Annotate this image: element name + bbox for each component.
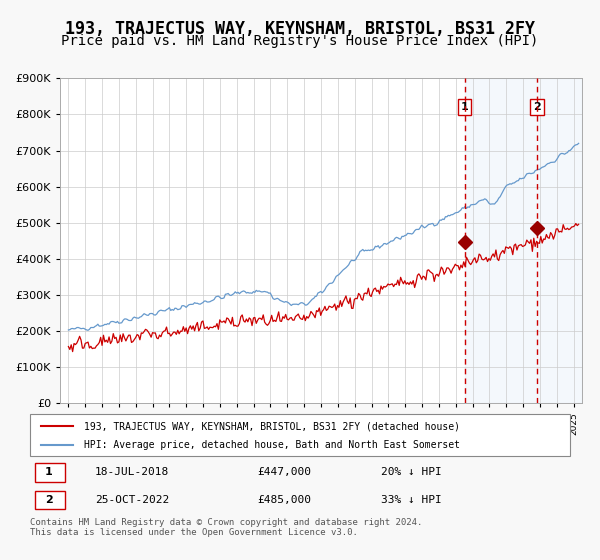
Text: 20% ↓ HPI: 20% ↓ HPI (381, 467, 442, 477)
Text: HPI: Average price, detached house, Bath and North East Somerset: HPI: Average price, detached house, Bath… (84, 440, 460, 450)
FancyBboxPatch shape (35, 491, 65, 509)
Text: 193, TRAJECTUS WAY, KEYNSHAM, BRISTOL, BS31 2FY: 193, TRAJECTUS WAY, KEYNSHAM, BRISTOL, B… (65, 20, 535, 38)
FancyBboxPatch shape (30, 414, 570, 456)
Text: 33% ↓ HPI: 33% ↓ HPI (381, 494, 442, 505)
Text: 2: 2 (45, 494, 53, 505)
Text: £447,000: £447,000 (257, 467, 311, 477)
Bar (465, 78, 582, 403)
Text: 25-OCT-2022: 25-OCT-2022 (95, 494, 169, 505)
Text: Contains HM Land Registry data © Crown copyright and database right 2024.
This d: Contains HM Land Registry data © Crown c… (30, 518, 422, 538)
Text: 18-JUL-2018: 18-JUL-2018 (95, 467, 169, 477)
Text: 193, TRAJECTUS WAY, KEYNSHAM, BRISTOL, BS31 2FY (detached house): 193, TRAJECTUS WAY, KEYNSHAM, BRISTOL, B… (84, 421, 460, 431)
Text: 2: 2 (533, 102, 541, 112)
Text: 1: 1 (45, 467, 53, 477)
Text: 1: 1 (461, 102, 469, 112)
Text: £485,000: £485,000 (257, 494, 311, 505)
Text: Price paid vs. HM Land Registry's House Price Index (HPI): Price paid vs. HM Land Registry's House … (61, 34, 539, 48)
FancyBboxPatch shape (35, 463, 65, 482)
